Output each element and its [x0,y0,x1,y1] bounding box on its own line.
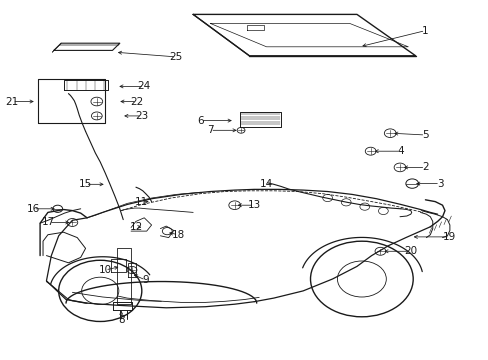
Text: 3: 3 [436,179,443,189]
Text: 10: 10 [99,265,111,275]
Text: 24: 24 [137,81,151,91]
Text: 1: 1 [421,26,428,36]
Text: 25: 25 [169,52,183,62]
Text: 4: 4 [397,146,404,156]
Text: 13: 13 [247,200,261,210]
Text: 6: 6 [197,116,203,126]
Text: 20: 20 [404,246,416,256]
Text: 5: 5 [421,130,428,140]
Text: 23: 23 [135,111,148,121]
Text: 11: 11 [135,197,148,207]
Text: 22: 22 [130,96,143,107]
Text: 7: 7 [206,125,213,135]
Text: 19: 19 [442,232,456,242]
Text: 8: 8 [118,315,124,325]
Text: 15: 15 [79,179,92,189]
Text: 18: 18 [171,230,185,240]
Text: 21: 21 [5,96,19,107]
Text: 9: 9 [142,275,149,285]
Text: 17: 17 [42,217,56,228]
Text: 2: 2 [421,162,428,172]
Text: 16: 16 [26,204,40,214]
Text: 12: 12 [129,222,142,232]
Text: 14: 14 [259,179,273,189]
